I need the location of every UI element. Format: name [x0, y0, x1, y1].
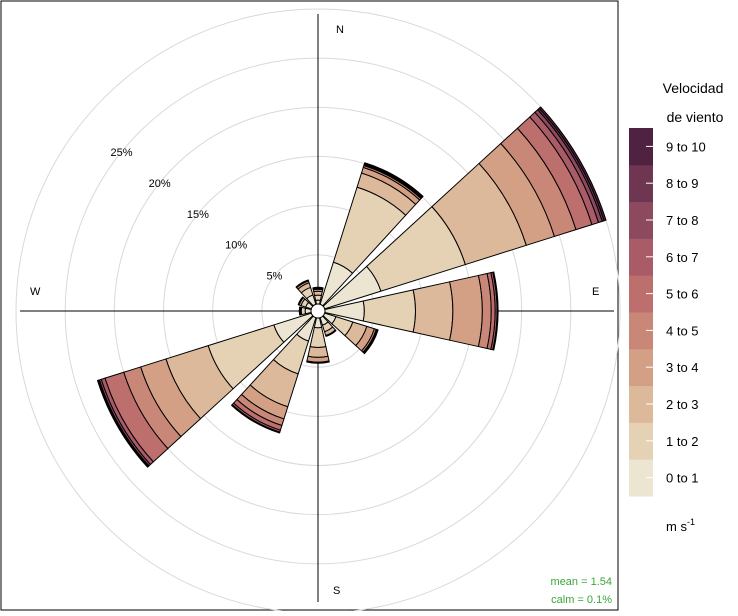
legend-label: 5 to 6 — [666, 287, 699, 302]
petals-group — [97, 106, 607, 468]
legend-label: 0 to 1 — [666, 471, 699, 486]
petal-segment-330-4-to-5 — [295, 279, 309, 289]
legend-label: 9 to 10 — [666, 139, 706, 154]
legend-title-line2: de viento — [667, 109, 724, 125]
legend-unit-exponent: -1 — [687, 517, 695, 527]
mean-label: mean = 1.54 — [551, 576, 612, 588]
legend-label: 4 to 5 — [666, 323, 699, 338]
south-label: S — [333, 585, 340, 597]
petal-segment-300-3-to-4 — [297, 296, 304, 306]
petal-segment-30-7-to-8 — [363, 162, 424, 198]
legend-label: 3 to 4 — [666, 360, 699, 375]
east-label: E — [592, 286, 599, 298]
legend-unit-base: m s — [666, 519, 687, 534]
radial-tick-label: 25% — [110, 147, 132, 159]
petal-segment-90-7-to-8 — [492, 271, 499, 351]
petal-segment-60-9-to-10 — [538, 106, 607, 222]
legend-colorbar: 0 to 1 1 to 2 2 to 3 3 to 4 4 to 5 5 to 6 6 to… — [629, 128, 706, 497]
petal-segment-0-1-to-2 — [314, 294, 322, 301]
legend-title-line1: Velocidad — [663, 80, 724, 96]
radial-tick-label: 15% — [187, 209, 209, 221]
petal-segment-90-2-to-3 — [412, 281, 454, 341]
north-label: N — [336, 24, 344, 36]
legend-label: 6 to 7 — [666, 250, 699, 265]
petal-segment-180-2-to-3 — [307, 346, 329, 358]
radial-tick-label: 5% — [266, 271, 282, 283]
petal-segment-180-4-to-5 — [306, 360, 330, 364]
calm-circle — [310, 303, 326, 319]
petal-segment-120-6-to-7 — [363, 329, 379, 355]
legend-label: 2 to 3 — [666, 397, 699, 412]
petal-segment-0-5-to-6 — [312, 286, 324, 290]
legend-label: 7 to 8 — [666, 213, 699, 228]
petal-segment-270-3-to-4 — [298, 306, 302, 316]
legend-label: 1 to 2 — [666, 434, 699, 449]
west-label: W — [30, 286, 41, 298]
radial-tick-labels: 5% 10% 15% 20% 25% — [110, 147, 282, 283]
petal-segment-150-3-to-4 — [325, 329, 337, 337]
calm-label: calm = 0.1% — [551, 594, 612, 606]
petal-segment-90-3-to-4 — [449, 274, 483, 348]
legend-unit: m s-1 — [666, 517, 695, 534]
radial-tick-label: 20% — [149, 178, 171, 190]
radial-tick-label: 10% — [225, 240, 247, 252]
petal-segment-240-9-to-10 — [97, 379, 149, 468]
petal-segment-210-7-to-8 — [231, 404, 281, 434]
legend-label: 8 to 9 — [666, 176, 699, 191]
